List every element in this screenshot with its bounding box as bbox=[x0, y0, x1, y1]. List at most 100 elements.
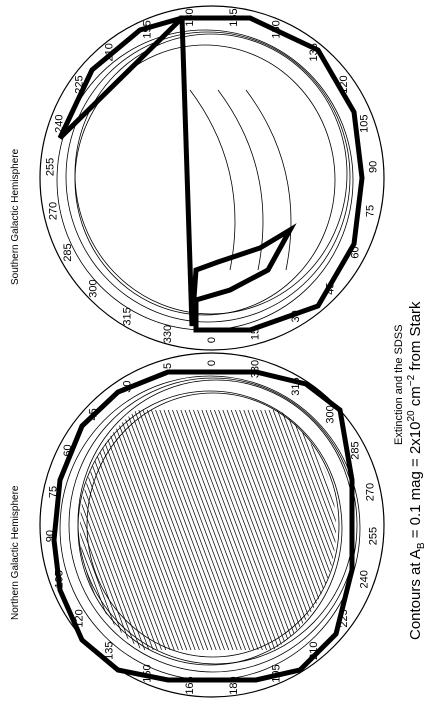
south-tick-label: 105 bbox=[359, 115, 371, 133]
north-hatch-line bbox=[80, 409, 104, 651]
south-tick-label: 30 bbox=[290, 310, 302, 322]
north-hatch-line bbox=[96, 409, 188, 651]
north-tick-label: 150 bbox=[141, 664, 153, 682]
north-hatch-line bbox=[80, 409, 146, 651]
north-hatch-line bbox=[218, 409, 309, 651]
north-tick-label: 285 bbox=[350, 441, 362, 459]
north-hatch-line bbox=[293, 409, 336, 651]
north-hatch-line bbox=[109, 409, 200, 651]
north-hatch-line bbox=[138, 409, 230, 651]
north-hatch-line bbox=[209, 409, 301, 651]
north-hatch-line bbox=[197, 409, 288, 651]
north-hatch-line bbox=[180, 409, 272, 651]
north-hatch-line bbox=[272, 409, 336, 651]
north-sdss-hatch-region bbox=[0, 409, 336, 651]
south-tick-label: 135 bbox=[308, 43, 320, 61]
north-contour-line bbox=[77, 379, 355, 665]
north-hatch-line bbox=[230, 409, 322, 651]
north-tick-label: 210 bbox=[308, 642, 320, 660]
north-contours bbox=[59, 375, 361, 681]
north-hatch-line bbox=[235, 409, 326, 651]
north-hatch-line bbox=[281, 409, 336, 651]
south-tick-label: 300 bbox=[88, 279, 100, 297]
north-hatch-line bbox=[151, 409, 242, 651]
south-tick-label: 0 bbox=[206, 337, 218, 343]
north-hatch-line bbox=[205, 409, 297, 651]
south-contours bbox=[56, 29, 354, 331]
south-outer-rim bbox=[39, 5, 385, 351]
south-tick-label: 45 bbox=[324, 282, 336, 294]
north-hatch-line bbox=[80, 409, 141, 651]
south-tick-label: 195 bbox=[141, 20, 153, 38]
north-tick-label: 135 bbox=[104, 642, 116, 660]
south-tick-label: 180 bbox=[184, 8, 196, 26]
north-tick-label: 165 bbox=[184, 676, 196, 694]
north-hatch-line bbox=[163, 409, 255, 651]
north-hatch-line bbox=[80, 409, 129, 651]
south-tick-label: 15 bbox=[250, 328, 262, 340]
north-hatch-line bbox=[0, 410, 44, 650]
south-contour-line bbox=[56, 29, 354, 331]
north-hatch-line bbox=[0, 410, 10, 650]
north-hatch-line bbox=[0, 410, 2, 650]
north-hatch-line bbox=[289, 409, 336, 651]
north-hatch-line bbox=[264, 409, 336, 651]
north-hatch-line bbox=[176, 409, 267, 651]
north-tick-labels: 0 15 30 45 60 75 90 105 120 135 150 165 180 195 210 225… bbox=[44, 360, 379, 695]
north-hatch-line bbox=[104, 409, 196, 651]
north-contour-line bbox=[86, 392, 340, 658]
north-tick-label: 45 bbox=[88, 408, 100, 420]
south-tick-labels: 0 15 30 45 60 75 90 105 120 135 150 165 180 195 210 225… bbox=[44, 8, 379, 343]
north-tick-label: 255 bbox=[368, 527, 380, 545]
north-contour-line bbox=[77, 390, 343, 666]
north-contour-line bbox=[68, 377, 358, 673]
south-tick-label: 165 bbox=[228, 8, 240, 26]
south-tick-label: 330 bbox=[162, 325, 174, 343]
south-tick-label: 150 bbox=[270, 20, 282, 38]
north-hatch-line bbox=[285, 409, 336, 651]
south-hemisphere-map: 0 15 30 45 60 75 90 105 120 135 150 165 180 195 210 225… bbox=[10, 5, 385, 351]
south-tick-label: 315 bbox=[122, 307, 134, 325]
north-tick-label: 315 bbox=[290, 377, 302, 395]
south-survey-edge-left bbox=[57, 15, 184, 140]
north-hatch-line bbox=[172, 409, 263, 651]
north-tick-label: 120 bbox=[74, 609, 86, 627]
south-tick-label: 285 bbox=[62, 243, 74, 261]
north-hatch-line bbox=[113, 409, 204, 651]
north-hatch-line bbox=[214, 409, 305, 651]
south-sdss-stripe bbox=[189, 89, 236, 271]
north-hatch-line bbox=[80, 409, 150, 651]
north-hatch-line bbox=[188, 409, 280, 651]
north-hatch-line bbox=[88, 409, 179, 651]
north-tick-label: 195 bbox=[270, 664, 282, 682]
south-tick-label: 210 bbox=[104, 43, 116, 61]
south-tick-label: 75 bbox=[365, 205, 377, 217]
north-tick-label: 90 bbox=[44, 530, 56, 542]
north-tick-label: 15 bbox=[162, 363, 174, 375]
south-tick-label: 270 bbox=[47, 202, 59, 220]
north-hatch-line bbox=[298, 409, 336, 651]
south-tick-label: 120 bbox=[338, 75, 350, 93]
north-hatch-line bbox=[80, 409, 125, 651]
north-tick-label: 225 bbox=[338, 609, 350, 627]
north-hatch-line bbox=[167, 409, 259, 651]
north-hatch-line bbox=[0, 410, 6, 650]
caption-contours: Contours at AB = 0.1 mag = 2x1020 cm−2 f… bbox=[406, 301, 425, 640]
north-tick-label: 30 bbox=[122, 380, 134, 392]
north-tick-label: 270 bbox=[365, 483, 377, 501]
south-tick-label: 90 bbox=[368, 161, 380, 173]
north-hemisphere-map: 0 15 30 45 60 75 90 105 120 135 150 165 180 195 210 225… bbox=[0, 352, 385, 698]
north-hatch-line bbox=[80, 409, 137, 651]
north-hatch-line bbox=[226, 409, 318, 651]
north-hatch-line bbox=[193, 409, 284, 651]
north-title: Northern Galactic Hemisphere bbox=[10, 485, 21, 620]
north-hatch-line bbox=[184, 409, 276, 651]
north-hatch-line bbox=[159, 409, 251, 651]
south-tick-label: 60 bbox=[350, 246, 362, 258]
north-tick-label: 300 bbox=[324, 405, 336, 423]
north-tick-label: 60 bbox=[62, 444, 74, 456]
north-hatch-line bbox=[125, 409, 217, 651]
north-tick-label: 0 bbox=[206, 360, 218, 366]
north-hatch-line bbox=[0, 410, 48, 650]
